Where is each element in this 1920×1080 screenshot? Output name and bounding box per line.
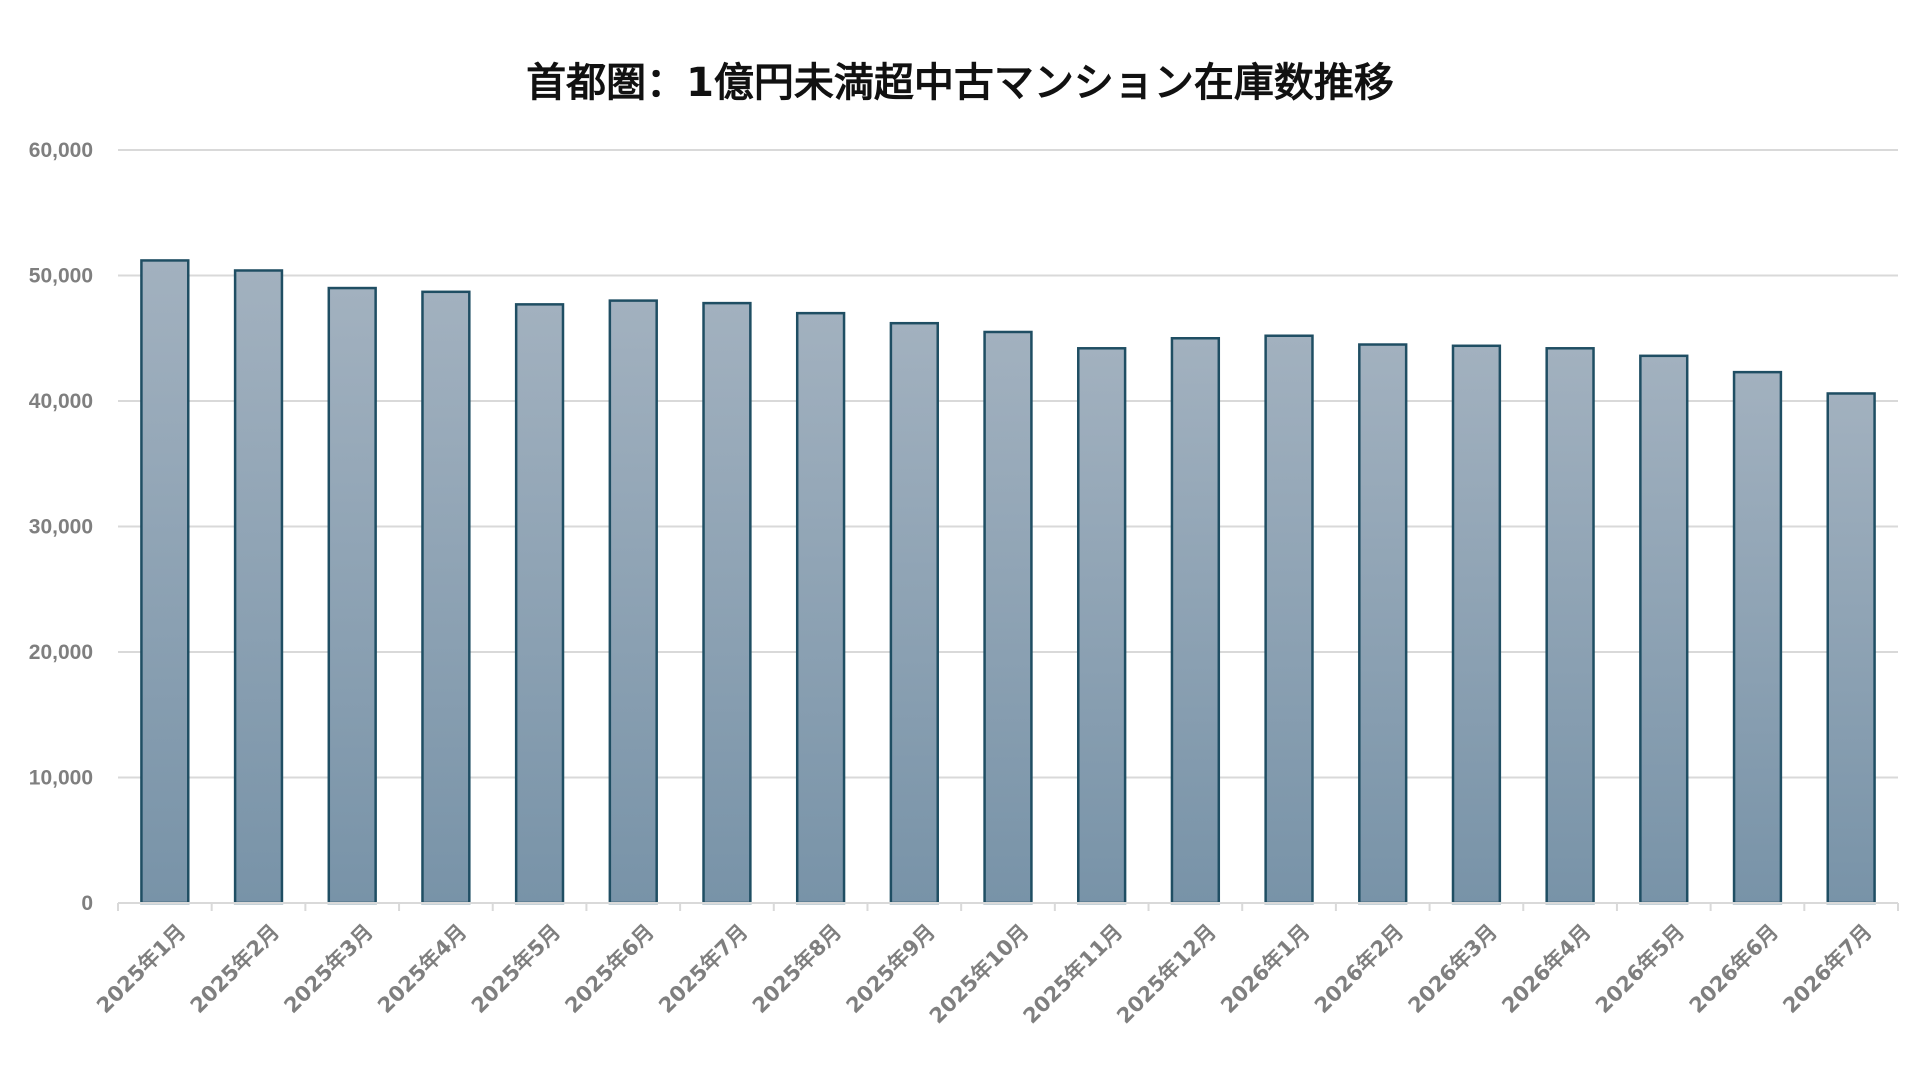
x-tick-label: 2026年7月	[1778, 920, 1876, 1018]
bar	[1639, 354, 1689, 905]
x-tick-label: 2026年5月	[1591, 920, 1689, 1018]
x-tick-label: 2025年4月	[373, 920, 471, 1018]
bar	[983, 330, 1033, 905]
bars	[140, 259, 1876, 905]
x-tick-label: 2025年9月	[842, 920, 940, 1018]
bar	[327, 286, 377, 905]
y-tick-label: 40,000	[29, 390, 93, 413]
x-tick-label: 2025年7月	[654, 920, 752, 1018]
y-tick-label: 30,000	[29, 516, 93, 539]
x-tick-label: 2025年8月	[748, 920, 846, 1018]
bar	[889, 321, 939, 905]
x-tick-label: 2026年6月	[1685, 920, 1783, 1018]
x-tick-label: 2025年12月	[1112, 920, 1221, 1029]
y-tick-label: 20,000	[29, 641, 93, 664]
bar	[1732, 370, 1783, 905]
y-axis-tick-labels: 0 10,000 20,000 30,000 40,000 50,000 60,000	[29, 139, 93, 915]
x-tick-label: 2025年5月	[467, 920, 565, 1018]
x-tick-label: 2025年2月	[186, 920, 284, 1018]
bar	[233, 269, 284, 905]
x-tick-label: 2026年4月	[1497, 920, 1595, 1018]
bar	[1358, 343, 1408, 905]
y-tick-label: 10,000	[29, 767, 93, 790]
y-tick-label: 50,000	[29, 265, 93, 288]
bar	[140, 259, 190, 905]
bar	[1545, 347, 1595, 905]
x-tick-label: 2025年1月	[92, 920, 190, 1018]
bar	[1077, 347, 1127, 905]
chart-title: 首都圏：1億円未満超中古マンション在庫数推移	[526, 60, 1394, 106]
y-tick-label: 0	[81, 892, 93, 915]
x-axis	[117, 902, 1899, 911]
x-tick-label: 2025年3月	[279, 920, 377, 1018]
y-tick-label: 60,000	[29, 139, 93, 162]
bar	[1826, 392, 1876, 905]
x-axis-tick-labels: 2025年1月2025年2月2025年3月2025年4月2025年5月2025年…	[92, 920, 1877, 1029]
bar	[795, 311, 846, 905]
x-tick-label: 2026年2月	[1310, 920, 1408, 1018]
x-tick-label: 2025年11月	[1019, 920, 1128, 1029]
bar	[514, 303, 565, 905]
bar	[421, 290, 471, 905]
x-tick-label: 2026年3月	[1404, 920, 1502, 1018]
bar	[702, 301, 752, 905]
bar	[608, 299, 658, 905]
x-tick-label: 2025年10月	[925, 920, 1034, 1029]
bar	[1170, 337, 1221, 905]
bar	[1264, 334, 1314, 905]
bar	[1451, 344, 1502, 905]
x-tick-label: 2025年6月	[560, 920, 658, 1018]
x-tick-label: 2026年1月	[1216, 920, 1314, 1018]
